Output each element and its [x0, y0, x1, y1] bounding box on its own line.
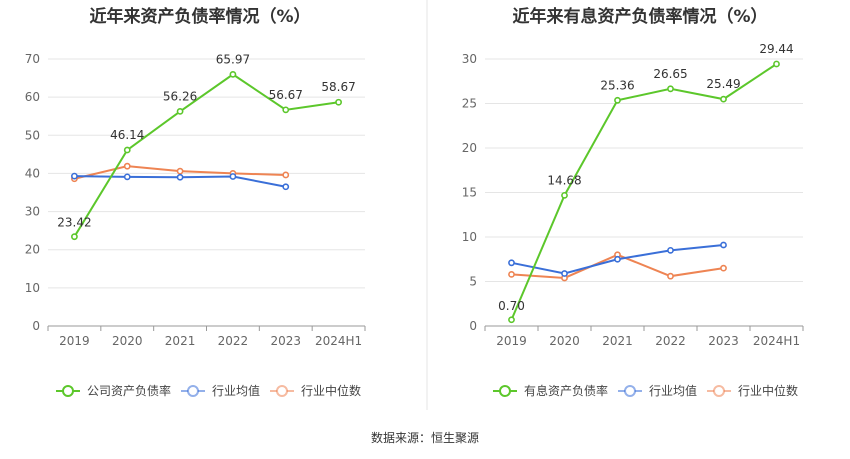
data-point [773, 60, 780, 68]
data-point [229, 70, 237, 78]
y-tick-label: 10 [25, 281, 40, 295]
x-tick-label: 2019 [59, 334, 90, 348]
y-tick-label: 0 [469, 319, 477, 333]
data-point [71, 233, 78, 241]
data-label: 25.49 [706, 77, 740, 91]
y-tick-label: 30 [462, 52, 477, 66]
x-tick-label: 2020 [549, 334, 580, 348]
data-point [667, 85, 674, 93]
source-note: 数据来源：恒生聚源 [371, 430, 479, 445]
legend-swatch-marker [187, 385, 199, 397]
x-tick-label: 2020 [112, 334, 143, 348]
data-point [123, 146, 131, 154]
x-tick-label: 2019 [496, 334, 527, 348]
data-label: 58.67 [321, 80, 355, 94]
y-tick-label: 25 [462, 97, 477, 111]
x-tick-label: 2022 [655, 334, 686, 348]
data-point [176, 108, 184, 115]
x-tick-label: 2021 [602, 334, 633, 348]
data-point [229, 173, 237, 180]
data-point [335, 98, 342, 106]
x-tick-label: 2021 [165, 334, 196, 348]
data-point [282, 171, 290, 179]
y-tick-label: 40 [25, 166, 40, 180]
legend-swatch-marker [499, 385, 511, 397]
chart-right: 近年来有息资产负债率情况（%） 0 5 10 15 20 25 30 2019 2020 2021 2… [462, 6, 804, 398]
legend-swatch-marker [62, 385, 74, 397]
data-point [614, 255, 621, 263]
legend-swatch-marker [713, 385, 725, 397]
data-label: 0.70 [498, 299, 525, 313]
y-tick-label: 20 [462, 141, 477, 155]
data-point [508, 270, 515, 278]
y-tick-label: 10 [462, 230, 477, 244]
data-label: 25.36 [600, 78, 634, 92]
data-point [123, 173, 131, 181]
chart-left: 近年来资产负债率情况（%） 0 10 20 30 40 50 60 70 2019 2020 2021… [25, 6, 366, 398]
data-point [123, 162, 131, 170]
legend-swatch-marker [624, 385, 636, 397]
data-point [667, 272, 674, 280]
data-point [176, 167, 184, 175]
y-tick-label: 70 [25, 52, 40, 66]
legend-label: 行业中位数 [301, 383, 361, 398]
data-label: 65.97 [216, 52, 250, 66]
data-point [282, 106, 290, 114]
y-tick-label: 15 [462, 186, 477, 200]
data-label: 26.65 [653, 67, 687, 81]
data-point [176, 173, 184, 181]
data-label: 46.14 [110, 128, 144, 142]
data-label: 14.68 [547, 173, 581, 187]
legend-label: 行业均值 [649, 383, 697, 398]
data-point [720, 241, 727, 249]
y-tick-label: 60 [25, 90, 40, 104]
chart-title: 近年来有息资产负债率情况（%） [512, 6, 767, 27]
data-point [71, 172, 78, 180]
y-tick-label: 30 [25, 205, 40, 219]
legend-swatch-marker [276, 385, 288, 397]
legend-label: 公司资产负债率 [87, 383, 171, 398]
x-tick-label: 2023 [270, 334, 301, 348]
data-point [720, 95, 727, 103]
x-tick-label: 2022 [218, 334, 249, 348]
legend-label: 行业均值 [212, 383, 260, 398]
y-tick-label: 50 [25, 128, 40, 142]
x-tick-label: 2023 [708, 334, 739, 348]
x-tick-label: 2024H1 [315, 334, 362, 348]
legend-label: 行业中位数 [738, 383, 798, 398]
data-point [561, 270, 568, 277]
data-point [508, 259, 515, 267]
y-tick-label: 0 [32, 319, 40, 333]
series-line [510, 63, 778, 321]
data-point [720, 264, 727, 272]
data-point [667, 246, 674, 254]
data-label: 56.26 [163, 89, 197, 103]
data-label: 23.42 [57, 216, 91, 230]
data-point [614, 96, 621, 104]
data-label: 56.67 [269, 88, 303, 102]
data-point [561, 191, 568, 199]
chart-title: 近年来资产负债率情况（%） [89, 6, 310, 27]
data-point [508, 316, 515, 324]
y-tick-label: 5 [469, 275, 477, 289]
series-line [73, 73, 339, 238]
data-point [282, 183, 290, 191]
x-tick-label: 2024H1 [753, 334, 800, 348]
data-label: 29.44 [759, 42, 793, 56]
legend-label: 有息资产负债率 [524, 383, 608, 398]
y-tick-label: 20 [25, 243, 40, 257]
